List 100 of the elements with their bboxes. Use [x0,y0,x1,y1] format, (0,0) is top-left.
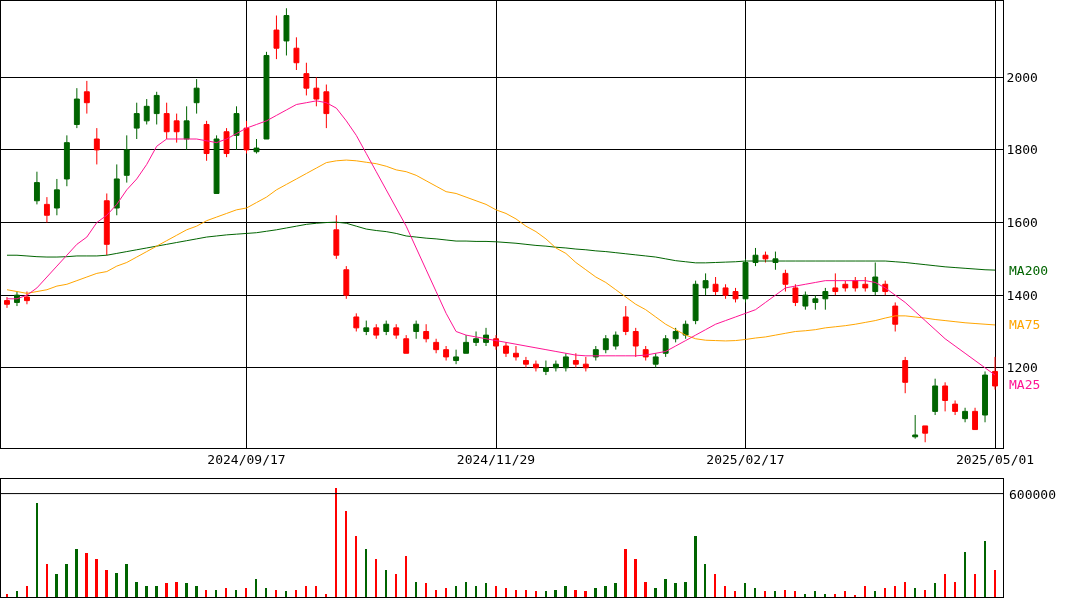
bar [6,594,8,598]
bar [105,570,108,598]
bar [874,591,876,598]
bar [594,588,597,598]
bar [115,573,118,598]
bar [864,586,866,598]
candlestick [33,171,40,205]
bar [964,552,966,598]
bar [235,590,237,598]
candlestick [4,296,10,309]
bar [445,588,447,598]
candlestick [622,305,629,336]
bar [165,583,168,598]
bar [26,586,28,598]
candlestick [982,370,988,423]
bar [16,591,18,598]
bar [55,574,58,598]
bar [335,488,337,598]
bar [65,564,68,598]
bar [95,559,98,598]
bar [884,588,886,598]
bar [684,582,687,598]
candlestick [183,105,190,151]
bar [794,591,796,598]
bar [475,586,477,598]
candlestick [263,51,270,140]
candlestick [852,276,859,293]
bar [574,590,577,598]
x-tick-label: 2025/05/01 [955,452,1035,468]
bar [664,579,667,598]
bar [305,586,307,598]
bar [694,536,697,598]
bar [624,549,627,598]
candlestick [972,407,978,431]
candlestick [443,345,450,362]
candlestick [253,138,260,155]
bar [974,574,976,598]
candlestick [473,330,479,347]
bar [225,588,227,598]
bar [724,586,726,598]
candlestick [43,196,50,224]
bar [525,590,527,598]
candlestick [552,360,559,372]
bar [485,583,487,598]
bar [275,590,277,598]
bar [535,591,537,598]
candlestick [493,334,499,351]
bar [764,591,766,598]
candlestick [333,214,340,260]
text: 600000 [1009,487,1056,502]
candlestick [582,356,589,372]
candlestick [612,330,619,351]
candlestick [692,280,699,325]
candlestick [463,334,470,354]
candlestick [712,276,719,296]
x-tick-label: 2024/11/29 [456,452,536,468]
bar [455,586,457,598]
bar [285,591,287,598]
bar [395,574,397,598]
candlestick [752,247,759,267]
candlestick [123,134,130,184]
candlestick [143,98,150,125]
candlestick [383,320,390,336]
bar [614,583,617,598]
line-series [6,159,996,342]
x-tick-label: 2025/02/17 [706,452,785,468]
bar [185,583,188,598]
bar [924,590,926,598]
candlestick [363,320,370,336]
candlestick [572,352,579,369]
bar [754,588,756,598]
bar [944,574,946,598]
bar [145,586,148,598]
bar [744,583,746,598]
candlestick [513,345,519,362]
bar [415,582,417,598]
candlestick [413,320,420,340]
bar [255,579,257,598]
candlestick [532,360,539,372]
series-label: MA200 [1009,263,1049,278]
bar [265,588,267,598]
candlestick [523,356,529,369]
candlestick [173,113,180,144]
bar [994,570,996,598]
bar [545,591,547,598]
series-label: MA75 [1009,317,1041,332]
candlestick [632,327,639,358]
bar [465,582,467,598]
candlestick [73,87,80,129]
candlestick [293,36,300,71]
bar [385,570,387,598]
bar [175,582,178,598]
bar [495,586,497,598]
candlestick [652,352,659,369]
candlestick [133,102,140,140]
bar [834,594,836,598]
candlestick [423,323,430,343]
candlestick [373,323,380,340]
bar [634,559,637,598]
bar [315,586,317,598]
